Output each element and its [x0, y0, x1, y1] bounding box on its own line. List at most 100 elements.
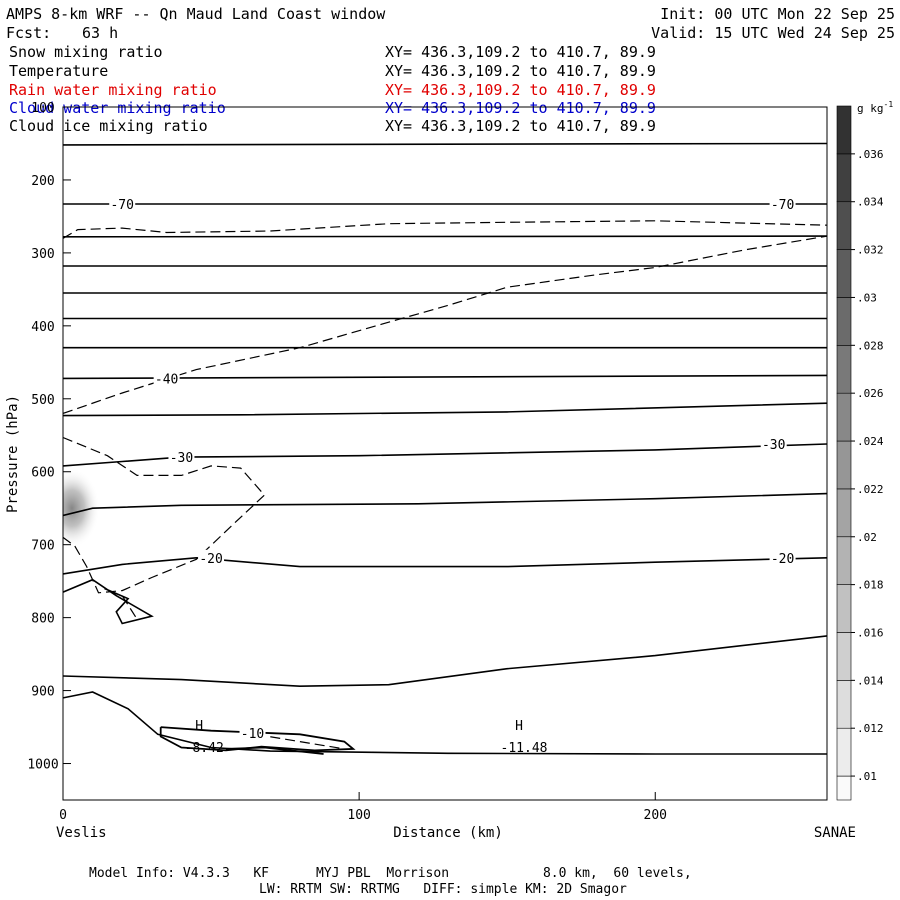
temperature-contour [63, 235, 827, 238]
contour-label-mask [198, 549, 225, 565]
colorbar-box [836, 775, 852, 801]
temperature-contour-label: -70 [110, 198, 133, 213]
y-tick-label: 100 [31, 101, 54, 116]
temperature-contour [63, 691, 827, 755]
temperature-contour [63, 374, 827, 380]
field-name: Cloud ice mixing ratio [9, 117, 208, 135]
colorbar-box [836, 392, 852, 442]
x-tick-label: 100 [347, 808, 370, 823]
contour-label-mask [760, 436, 787, 452]
temperature-contour [63, 578, 154, 625]
colorbar-unit-exponent: -1 [884, 100, 894, 109]
x-tick-label: 200 [644, 808, 667, 823]
field-xy: XY= 436.3,109.2 to 410.7, 89.9 [385, 62, 656, 80]
forecast-label: Fcst: [6, 24, 51, 42]
bold-contour [159, 726, 356, 752]
colorbar-box [836, 680, 852, 729]
colorbar-tick-label: .034 [857, 196, 884, 209]
plot-area: -70 -70 -40 -30 -30 -20 -20 -10 H -8.42 H -11.48 0 1… [27, 101, 828, 823]
colorbar-tick-label: .012 [857, 722, 884, 735]
field-name: Snow mixing ratio [9, 43, 163, 61]
temperature-contour-label: -40 [155, 372, 178, 387]
colorbar-tick-label: .036 [857, 148, 884, 161]
colorbar-box [836, 345, 852, 394]
colorbar-tick-label: .02 [857, 531, 877, 544]
dashed-contour [63, 436, 266, 594]
extremum-value: -8.42 [185, 741, 224, 756]
x-axis-label: Distance (km) [393, 825, 503, 841]
colorbar-box [836, 488, 852, 538]
colorbar-box [836, 153, 852, 203]
left-endpoint-label: Veslis [56, 825, 107, 841]
field-xy: XY= 436.3,109.2 to 410.7, 89.9 [385, 81, 656, 99]
field-xy: XY= 436.3,109.2 to 410.7, 89.9 [385, 117, 656, 135]
y-tick-label: 200 [31, 174, 54, 189]
y-tick-label: 600 [31, 466, 54, 481]
extremum-marker: H [515, 719, 523, 734]
model-info-line1: Model Info: V4.3.3 KF MYJ PBL Morrison 8… [89, 866, 692, 881]
field-xy: XY= 436.3,109.2 to 410.7, 89.9 [385, 43, 656, 61]
model-info-line2: LW: RRTM SW: RRTMG DIFF: simple KM: 2D S… [259, 882, 627, 897]
colorbar-box [836, 249, 852, 298]
colorbar-tick-label: .032 [857, 244, 884, 257]
y-tick-label: 500 [31, 393, 54, 408]
temperature-contour-label: -30 [170, 451, 193, 466]
colorbar-box [836, 105, 852, 155]
colorbar-tick-label: .018 [857, 579, 884, 592]
field-name: Temperature [9, 62, 108, 80]
valid-time: Valid: 15 UTC Wed 24 Sep 25 [651, 24, 895, 42]
extremum-marker: H [195, 719, 203, 734]
temperature-contour [63, 556, 827, 575]
colorbar-tick-label: .028 [857, 339, 884, 352]
temperature-contour-label: -20 [199, 552, 222, 567]
colorbar-unit-base: g kg [857, 102, 884, 115]
temperature-contour [63, 492, 827, 517]
colorbar-unit: g kg-1 [857, 100, 893, 115]
y-tick-label: 800 [31, 612, 54, 627]
contour-label-mask [769, 549, 796, 565]
y-tick-label: 300 [31, 247, 54, 262]
y-axis-label: Pressure (hPa) [5, 395, 21, 513]
colorbar-tick-label: .014 [857, 674, 884, 687]
colorbar-tick-label: .016 [857, 626, 884, 639]
init-time: Init: 00 UTC Mon 22 Sep 25 [660, 5, 895, 23]
colorbar-tick-label: .022 [857, 483, 884, 496]
right-endpoint-label: SANAE [814, 825, 856, 841]
temperature-contour [63, 402, 827, 417]
temperature-contour [63, 635, 827, 688]
y-tick-label: 700 [31, 539, 54, 554]
colorbar-box [836, 727, 852, 777]
dashed-contour [63, 220, 827, 239]
colorbar-tick-label: .01 [857, 770, 877, 783]
colorbar-box [836, 440, 852, 490]
temperature-contour [63, 142, 827, 146]
contour-label-mask [109, 196, 136, 212]
y-tick-label: 900 [31, 685, 54, 700]
contour-label-mask [239, 724, 266, 740]
colorbar-box [836, 584, 852, 633]
temperature-contour-label: -70 [771, 198, 794, 213]
temperature-contour [63, 443, 827, 467]
extremum-value: -11.48 [501, 741, 548, 756]
x-tick-label: 0 [59, 808, 67, 823]
colorbar-box [836, 536, 852, 585]
dashed-contour-label: -10 [241, 727, 264, 742]
plot-frame [62, 106, 828, 801]
colorbar-box [836, 297, 852, 346]
colorbar-tick-label: .024 [857, 435, 884, 448]
colorbar: .01 .012 .014 .016 .018 .02 .022 .024 .026 .028 .0… [836, 100, 893, 801]
forecast-hours: 63 h [82, 24, 118, 42]
colorbar-box [836, 632, 852, 681]
contour-label-mask [153, 370, 180, 386]
y-tick-label: 1000 [27, 758, 58, 773]
colorbar-tick-label: .03 [857, 291, 877, 304]
temperature-contour-label: -30 [762, 438, 785, 453]
field-xy: XY= 436.3,109.2 to 410.7, 89.9 [385, 99, 656, 117]
field-name: Rain water mixing ratio [9, 81, 217, 99]
colorbar-tick-label: .026 [857, 387, 884, 400]
snow-mixing-ratio-maximum [63, 468, 100, 549]
contour-label-mask [769, 196, 796, 212]
figure-title: AMPS 8-km WRF -- Qn Maud Land Coast wind… [6, 5, 386, 23]
contour-label-mask [168, 449, 195, 465]
